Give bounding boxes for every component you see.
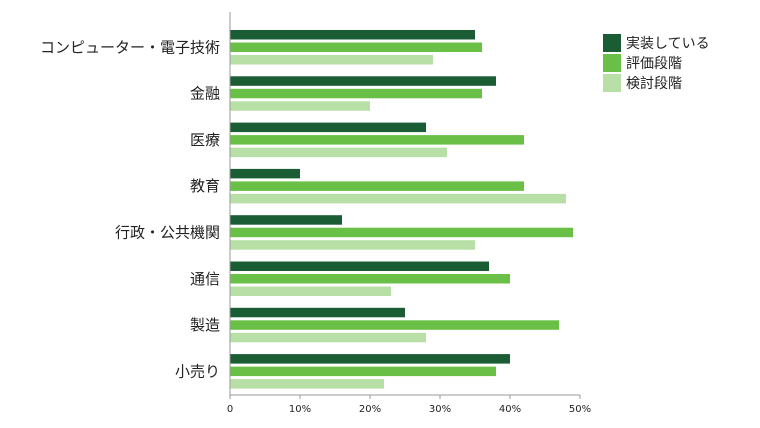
bar-1-0: [230, 76, 496, 86]
legend-label: 検討段階: [626, 76, 682, 92]
x-tick-label: 40%: [499, 404, 521, 415]
bar-7-1: [230, 366, 496, 377]
bar-7-0: [230, 354, 510, 364]
x-tick-label: 30%: [429, 404, 451, 415]
bar-0-2: [230, 55, 433, 65]
bar-3-1: [230, 181, 524, 191]
x-tick-label: 20%: [359, 404, 381, 415]
bar-6-0: [230, 307, 405, 318]
x-tick-label: 50%: [569, 404, 591, 415]
category-label: 通信: [190, 270, 220, 288]
category-label: コンピューター・電子技術: [40, 38, 220, 56]
bar-4-1: [230, 227, 573, 238]
bar-0-1: [230, 42, 482, 52]
bar-0-0: [230, 30, 475, 40]
legend-swatch-0: [603, 34, 621, 52]
bar-5-0: [230, 261, 489, 271]
legend-swatch-1: [603, 54, 621, 72]
bar-5-2: [230, 286, 391, 296]
bar-6-1: [230, 320, 559, 330]
bar-7-2: [230, 379, 384, 389]
bar-5-1: [230, 274, 510, 284]
bar-2-2: [230, 147, 447, 158]
bar-1-1: [230, 88, 482, 99]
bar-3-0: [230, 168, 300, 179]
category-label: 金融: [190, 85, 220, 103]
category-label: 小売り: [175, 362, 220, 380]
bar-4-2: [230, 240, 475, 250]
bar-1-2: [230, 101, 370, 111]
legend-label: 実装している: [626, 36, 710, 52]
bar-2-0: [230, 122, 426, 133]
bar-3-2: [230, 193, 566, 204]
bar-2-1: [230, 135, 524, 145]
x-tick-label: 10%: [289, 404, 311, 415]
bar-4-0: [230, 215, 342, 225]
legend-label: 評価段階: [626, 56, 682, 72]
category-label: 医療: [190, 131, 220, 149]
category-label: 行政・公共機関: [115, 223, 220, 241]
legend-swatch-2: [603, 74, 621, 92]
x-tick-label: 0: [227, 404, 233, 415]
category-label: 教育: [190, 177, 220, 195]
bar-6-2: [230, 332, 426, 343]
category-label: 製造: [190, 316, 220, 334]
